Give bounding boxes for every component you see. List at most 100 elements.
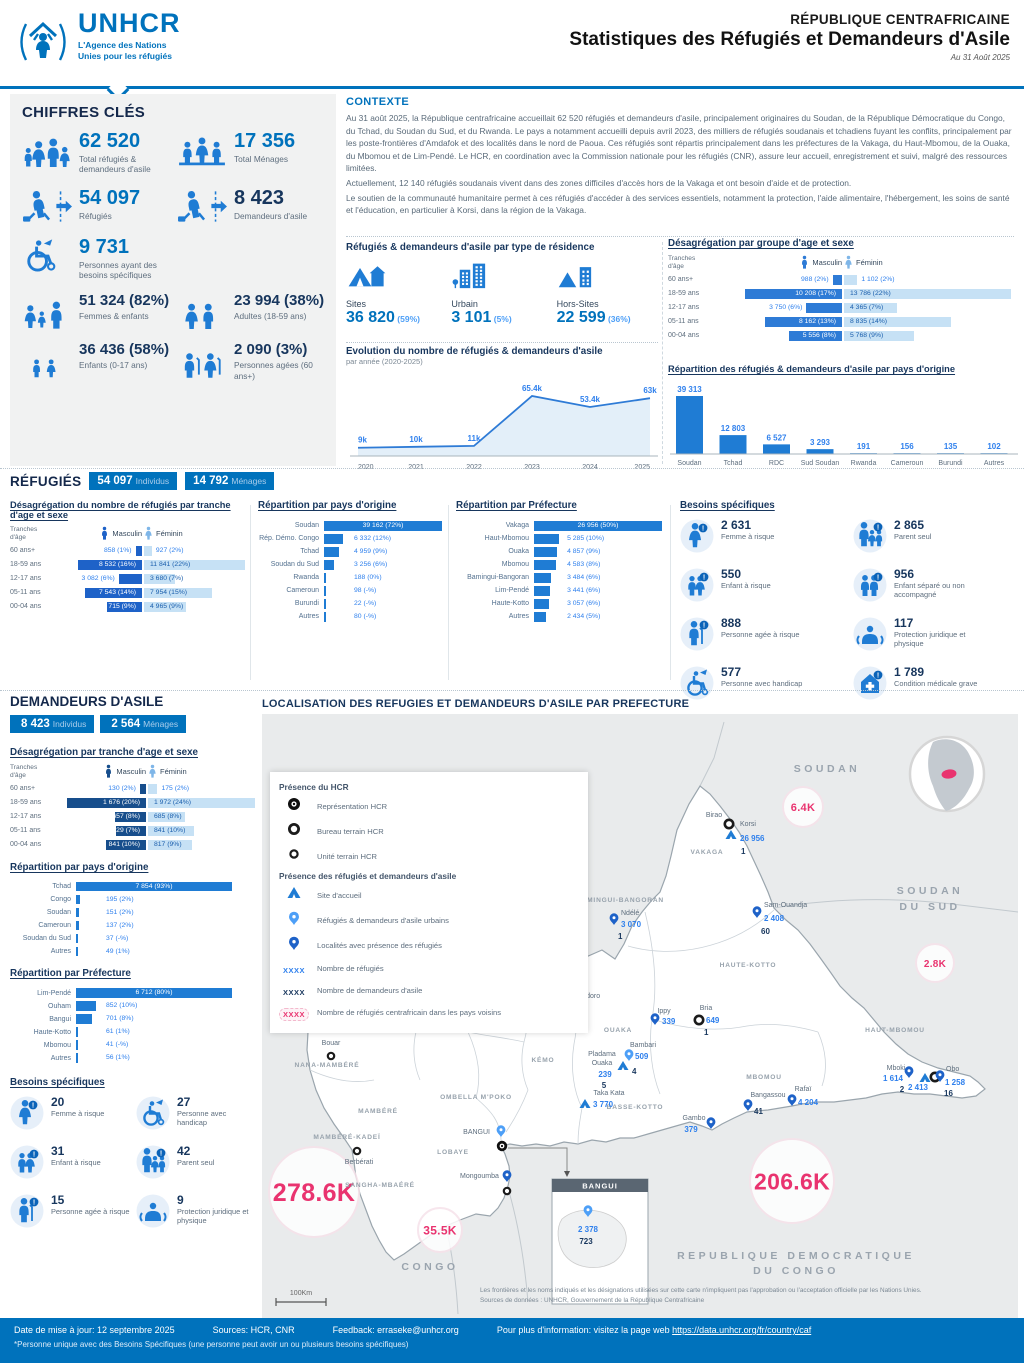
bar-zone: 195 (2%): [76, 894, 232, 905]
bar-label: Tchad: [52, 883, 71, 891]
bar: [324, 547, 339, 557]
map-text: 26 956: [740, 834, 765, 843]
map-text: 6 527: [766, 433, 787, 442]
bar-zone: 80 (-%): [324, 612, 442, 622]
male-icon: [802, 256, 808, 269]
need-enfant-separe: ! 956 Enfant séparé ou non accompagné: [853, 567, 1020, 607]
legend-rep-icon: [279, 796, 309, 817]
household-icon: [179, 137, 225, 166]
bubble-2.8K: [915, 943, 955, 983]
bar: [534, 612, 546, 622]
bar: [534, 599, 549, 609]
key-figure-label: Enfants (0-17 ans): [79, 360, 148, 371]
map-text: 2020: [358, 464, 374, 471]
female-bar: [844, 274, 858, 285]
map-text: 2022: [466, 464, 482, 471]
need-value: 27: [177, 1094, 191, 1109]
refugees-needs-grid: ! 2 631 Femme à risque! 2 865 Parent seul! 55…: [680, 518, 1020, 705]
bar-row-Rép. Démo. Congo: Rép. Démo. Congo 6 332 (12%): [258, 534, 448, 544]
legend-row: Bureau terrain HCR: [279, 821, 579, 842]
person-glyph: [142, 1147, 152, 1173]
female-bar: [844, 316, 951, 327]
refugees-agesex-pyramid: Tranches d'âge Masculin Féminin 60 ans+ 858 …: [10, 526, 250, 612]
bar-row-Mbomou: Mbomou 41 (-%): [10, 1040, 256, 1050]
residence-value: 3 101: [451, 309, 492, 326]
legend-xxxx: XXXX: [282, 966, 305, 975]
male-header: Masculin: [52, 764, 146, 779]
bar-value: 4 583 (8%): [567, 561, 601, 568]
age-label: 12-17 ans: [10, 813, 42, 821]
legend-row: Représentation HCR: [279, 796, 579, 817]
age-label: 60 ans+: [10, 547, 36, 555]
bubble-206.6K: [749, 1138, 835, 1224]
male-zone: 130 (2%): [52, 783, 146, 794]
bar-value: 61 (1%): [106, 1028, 130, 1036]
residence-urbain: Urbain 3 101 (5%): [451, 259, 556, 327]
bar: [534, 534, 560, 544]
map-legend: Présence du HCR Représentation HCR Bureau …: [270, 772, 588, 1033]
divider: [250, 505, 251, 680]
key-figure-label: Total Ménages: [234, 154, 288, 164]
residence-title: Réfugiés & demandeurs d'asile par type d…: [346, 242, 595, 253]
context-section: CONTEXTE Au 31 août 2025, la République …: [346, 96, 1014, 219]
need-handicap: 27 Personne avec handicap: [136, 1094, 256, 1135]
person-glyph: [59, 146, 70, 167]
need-protection: 117 Protection juridique et physique: [853, 616, 1020, 656]
map-text: Rwanda: [851, 460, 877, 467]
map-text: DU CONGO: [753, 1265, 839, 1277]
key-figure-text: 8 423 Demandeurs d'asile: [234, 188, 326, 221]
female-zone: 3 680 (7%): [144, 573, 246, 584]
bar: [76, 907, 79, 918]
age-label: 60 ans+: [668, 276, 694, 284]
person-glyph: [47, 138, 59, 167]
male-bar: [135, 545, 142, 556]
need-text: 956 Enfant séparé ou non accompagné: [894, 567, 989, 600]
key-figure-value: 36 436 (58%): [79, 341, 170, 359]
bar-value: 49 (1%): [106, 947, 130, 955]
footer-info: Pour plus d'information: visitez la page…: [497, 1325, 811, 1335]
need-label: Enfant à risque: [51, 1158, 101, 1167]
male-bar: [66, 797, 146, 808]
person-glyph: [802, 256, 808, 269]
map-text: 102: [987, 442, 1001, 451]
bar: [76, 946, 78, 957]
bar-label: Soudan du Sud: [22, 935, 71, 943]
bar-value: 151 (2%): [106, 908, 134, 916]
residence-pct: (5%): [491, 314, 512, 324]
female-zone: 11 841 (22%): [144, 559, 246, 570]
origin-bar-Sud Soudan: [806, 449, 834, 454]
city-buildings-icon: [452, 263, 486, 289]
map-text: 4: [632, 1067, 637, 1076]
need-enfant-risque: ! 31 Enfant à risque: [10, 1144, 130, 1184]
female-zone: 4 365 (7%): [844, 302, 1012, 313]
refugees-agesex-title: Désagrégation du nombre de réfugiés par …: [10, 500, 231, 520]
female-label: Féminin: [160, 767, 187, 777]
bar-zone: 151 (2%): [76, 907, 232, 918]
bar-label: Lim-Pendé: [37, 989, 71, 997]
female-header: Féminin: [844, 255, 1012, 270]
key-figure-label: Personnes ayant des besoins spécifiques: [79, 259, 157, 281]
bar-row-Lim-Pendé: Lim-Pendé 3 441 (6%): [456, 586, 670, 596]
footer-url-link[interactable]: https://data.unhcr.org/fr/country/caf: [672, 1325, 812, 1335]
male-value: 988 (2%): [801, 275, 829, 283]
bar-label: Lim-Pendé: [495, 587, 529, 595]
male-bar: [139, 783, 146, 794]
map-text: BASSE-KOTTO: [607, 1104, 664, 1111]
tagline-line1: L'Agence des Nations: [78, 40, 167, 50]
person-glyph: [845, 256, 852, 269]
residence-pct: (59%): [394, 314, 420, 324]
male-zone: 10 208 (17%): [710, 288, 842, 299]
unhcr-logo: UNHCR L'Agence des Nations Unies pour le…: [16, 10, 181, 66]
female-label: Féminin: [156, 529, 183, 539]
residence-items: Sites 36 820 (59%) Urbain 3 101 (5%) Hors-Si…: [346, 259, 662, 327]
bar: [534, 586, 551, 596]
refugees-prefecture-title: Répartition par Préfecture: [456, 500, 670, 511]
bar-value: 6 332 (12%): [354, 535, 392, 542]
asylum-needs-title: Besoins spécifiques: [10, 1077, 256, 1088]
legend-label: Nombre de réfugiés centrafricain dans le…: [317, 1008, 502, 1018]
bar-zone: 188 (0%): [324, 573, 442, 583]
key-figure-label: Personnes agées (60 ans+): [234, 360, 313, 381]
origin-bar-Soudan: [676, 396, 703, 454]
female-bar: [148, 839, 193, 850]
asylum-individuals-badge: 8 423 Individus: [10, 715, 95, 733]
